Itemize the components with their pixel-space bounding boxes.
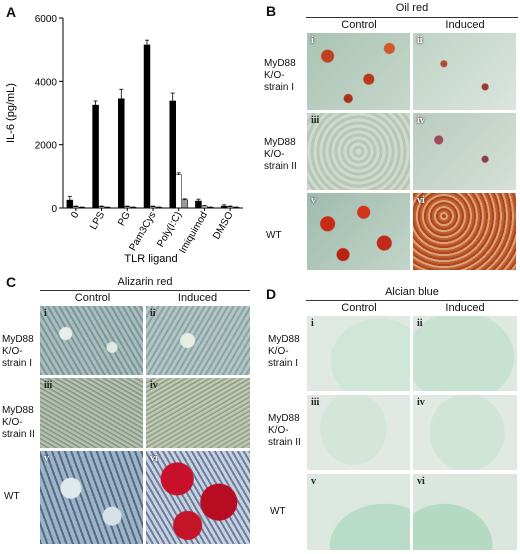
bar-pg-series-1 — [118, 98, 125, 209]
alizarin-tile-wt-control: v — [40, 451, 143, 544]
alcian-tile-strain1-control: i — [307, 316, 410, 391]
alcian-tile-strain2-induced: iv — [413, 395, 517, 470]
panel-b-stain-title: Oil red — [395, 2, 429, 14]
panel-a-letter: A — [6, 4, 17, 20]
panel-c-row-label-strain-1: MyD88 K/O-strain I — [2, 334, 34, 369]
bar-poly-i-c--series-2 — [175, 174, 182, 209]
x-tick-label: LPS — [88, 210, 107, 232]
panel-d-letter: D — [266, 286, 277, 302]
bar-poly-i-c--series-1 — [169, 100, 176, 209]
x-tick-label: PG — [116, 210, 133, 228]
bar-0-series-1 — [66, 199, 74, 209]
alizarin-tile-strain2-induced: iv — [146, 378, 250, 448]
x-axis-label: TLR ligand — [124, 253, 177, 265]
x-tick-label: DMSO — [211, 210, 236, 242]
alizarin-tile-strain2-control: iii — [40, 378, 143, 448]
panel-c-row-label-strain-2: MyD88 K/O-strain II — [2, 405, 35, 440]
alizarin-tile-strain1-induced: ii — [146, 306, 250, 375]
panel-d-stain-title: Alcian blue — [385, 286, 439, 298]
oil-red-tile-wt-induced: vi — [413, 193, 516, 270]
panel-d-control-header: Control — [341, 302, 377, 314]
y-tick-label: 6000 — [35, 14, 58, 25]
alizarin-tile-strain1-control: i — [40, 306, 143, 375]
panel-d-title-rule — [306, 300, 518, 301]
panel-d-row-label-strain-2: MyD88 K/O-strain II — [268, 413, 301, 448]
oil-red-tile-strain2-control: iii — [307, 113, 410, 190]
bar-pam3cys-series-1 — [143, 44, 151, 209]
alcian-tile-strain2-control: iii — [307, 395, 410, 470]
alizarin-tile-wt-induced: vi — [146, 451, 250, 544]
oil-red-tile-strain2-induced: iv — [413, 113, 516, 190]
panel-c-stain-title: Alizarin red — [117, 276, 173, 288]
panel-c-row-label-wt: WT — [4, 491, 20, 502]
panel-b-induced-header: Induced — [445, 19, 485, 31]
oil-red-tile-strain1-control: i — [307, 33, 410, 110]
x-tick-label: 0 — [69, 210, 82, 221]
bar-lps-series-1 — [92, 104, 99, 209]
panel-d-row-label-strain-1: MyD88 K/O-strain I — [268, 334, 300, 369]
y-tick-label: 2000 — [35, 141, 58, 152]
bar-poly-i-c--series-3 — [181, 199, 188, 209]
y-tick-label: 0 — [51, 204, 57, 215]
panel-d-induced-header: Induced — [445, 302, 485, 314]
panel-b-row-label-strain-2: MyD88 K/O-strain II — [264, 137, 297, 172]
oil-red-tile-wt-control: v — [307, 193, 410, 270]
panel-c-induced-header: Induced — [177, 292, 218, 304]
y-axis-label: IL-6 (pg/mL) — [5, 83, 17, 143]
alcian-tile-wt-induced: vi — [413, 474, 517, 550]
panel-b-title-rule — [306, 17, 518, 18]
x-tick-label: Poly(I:C) — [155, 210, 184, 249]
panel-c-letter: C — [6, 274, 17, 290]
panel-b-control-header: Control — [341, 19, 377, 31]
alcian-tile-strain1-induced: ii — [413, 316, 517, 391]
bar-imiquimod-series-1 — [195, 200, 202, 209]
panel-b-row-label-wt: WT — [266, 230, 282, 241]
panel-c-title-rule — [40, 290, 250, 291]
panel-b-letter: B — [266, 3, 277, 19]
alcian-tile-wt-control: v — [307, 474, 410, 550]
y-tick-label: 4000 — [35, 77, 58, 88]
panel-d-row-label-wt: WT — [270, 506, 286, 517]
panel-c-control-header: Control — [74, 292, 111, 304]
oil-red-tile-strain1-induced: ii — [413, 33, 516, 110]
panel-b-row-label-strain-1: MyD88 K/O-strain I — [264, 58, 296, 93]
